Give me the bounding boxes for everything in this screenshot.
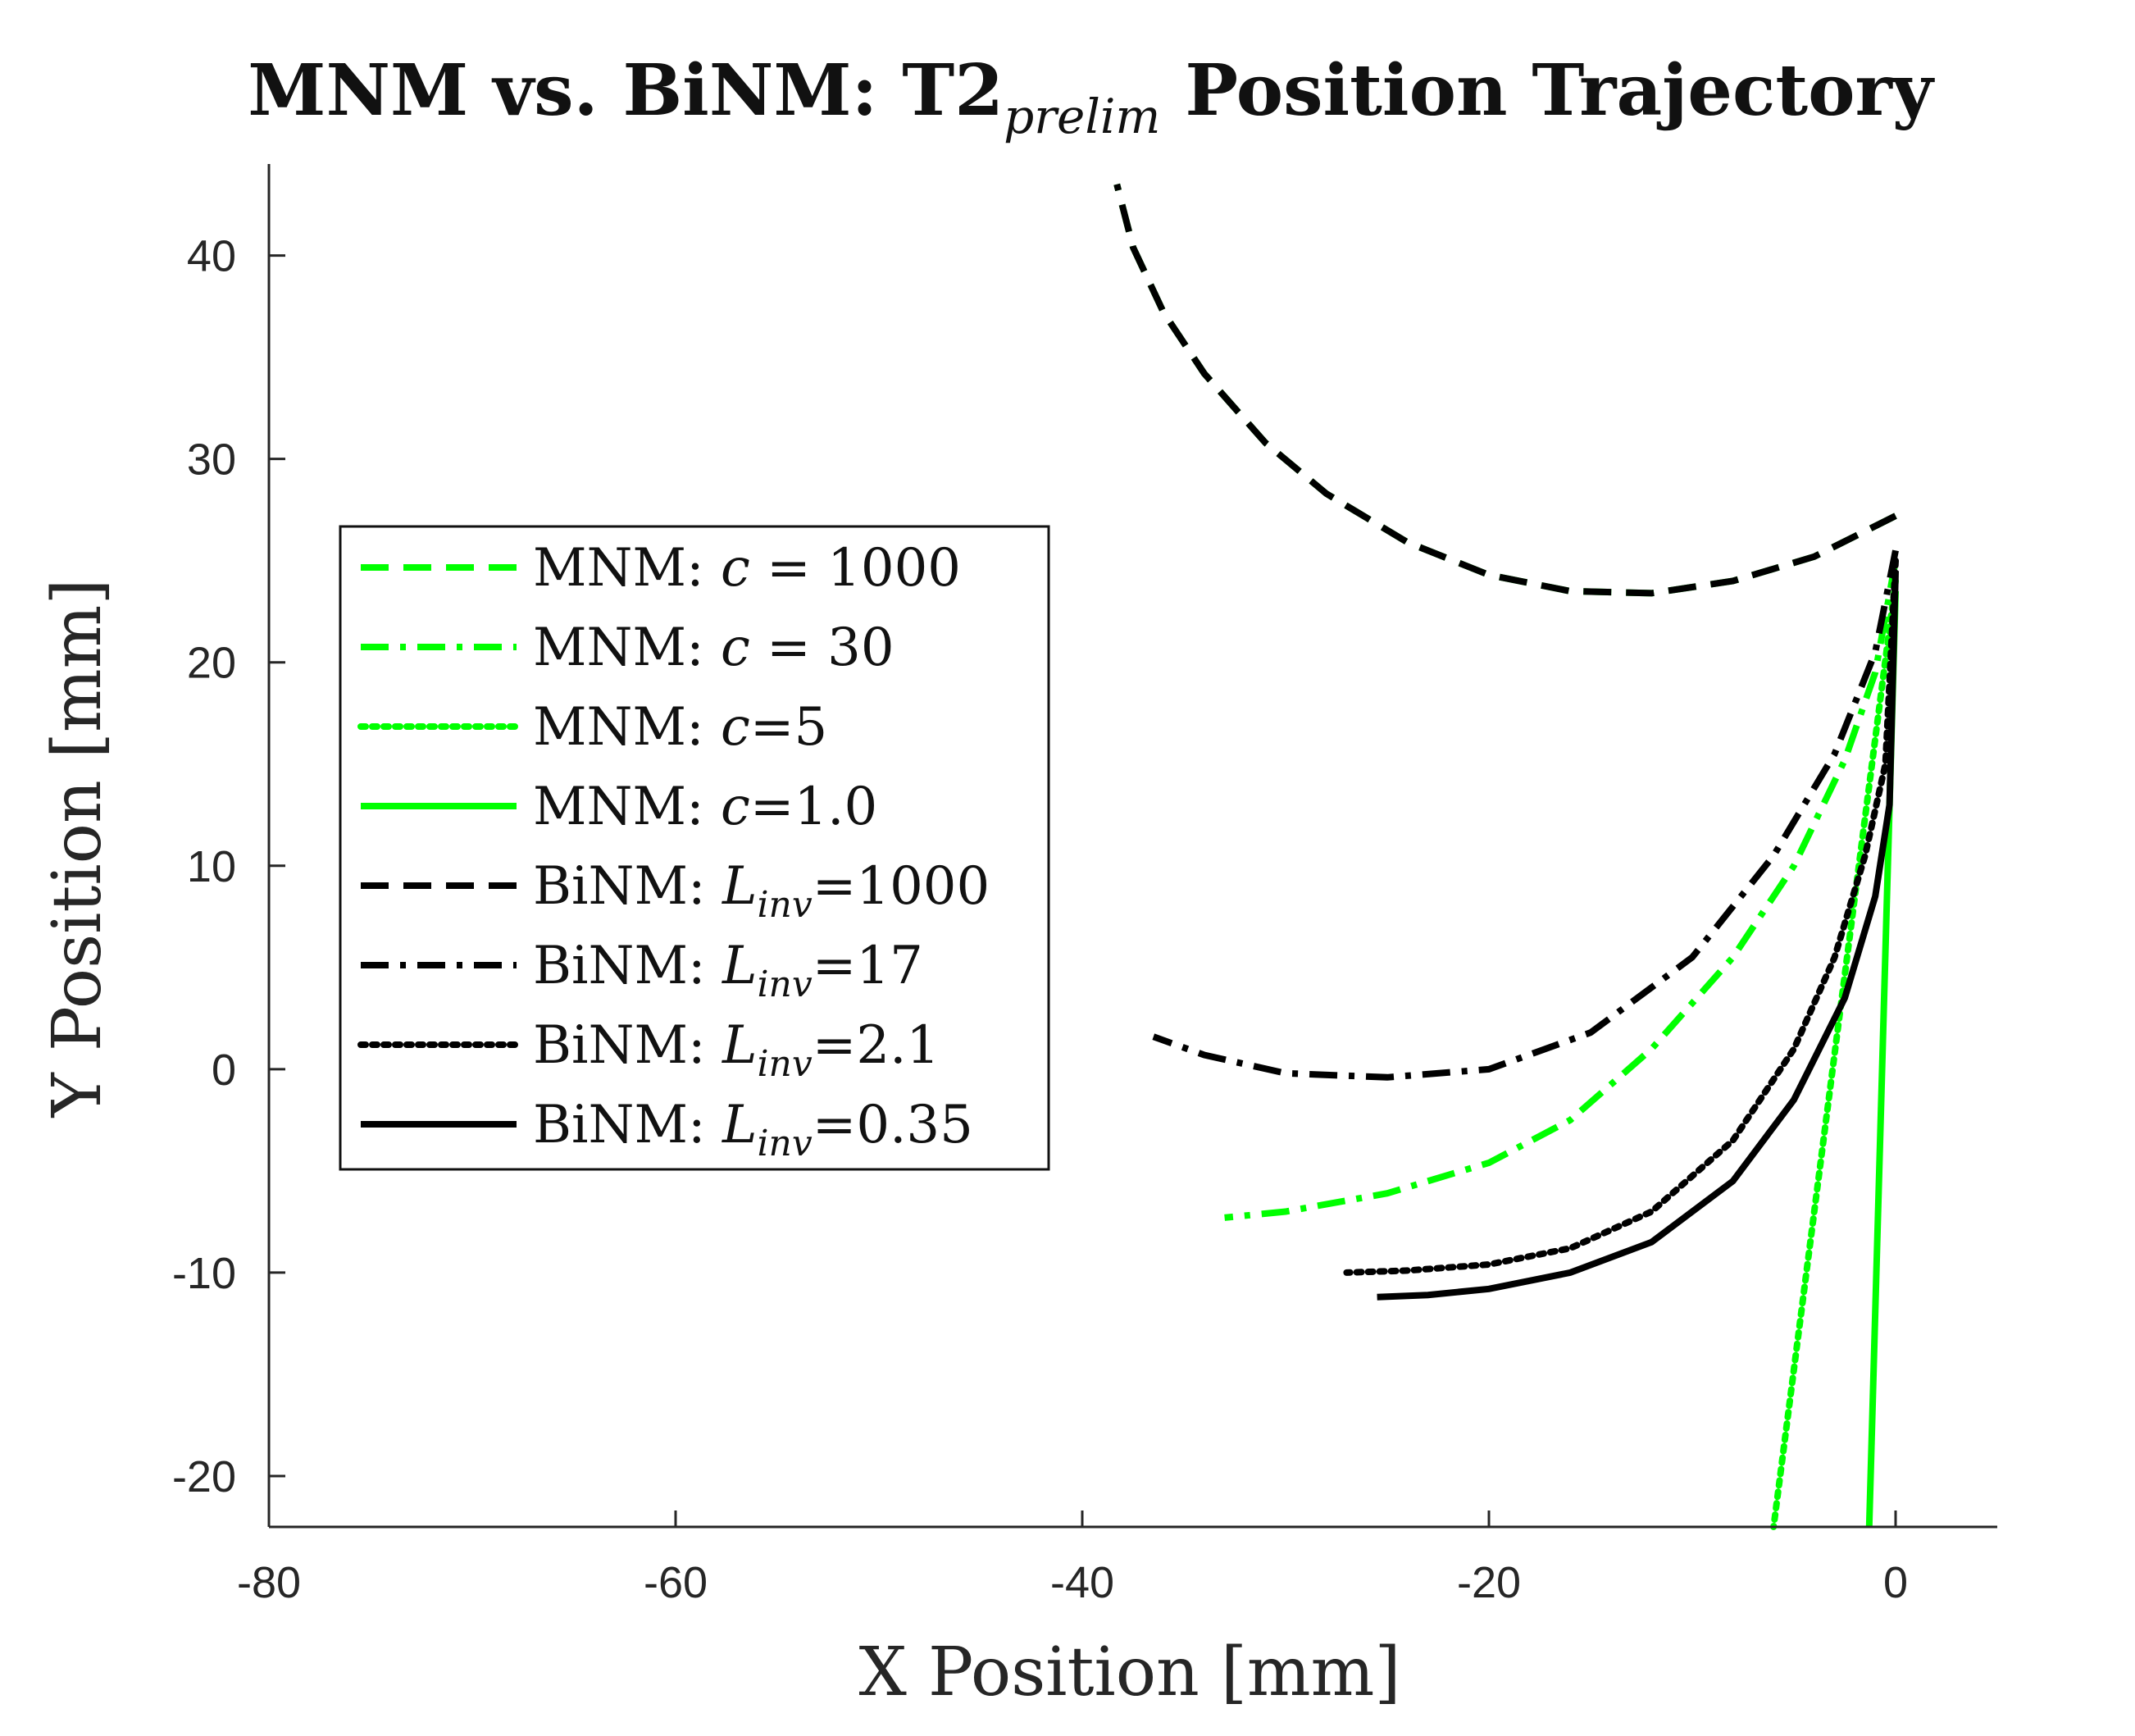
legend-label-var: L [722,1095,758,1155]
x-tick-label: -40 [1050,1558,1114,1607]
legend-label-var: c [721,538,750,599]
x-tick-label: -60 [644,1558,708,1607]
y-axis-label: Y Position [mm] [39,579,116,1119]
legend-label-var: L [722,856,758,917]
y-tick-label: 20 [187,639,236,688]
legend-label-suffix: =2.1 [813,1015,940,1076]
chart-title-subscript: prelim [1004,89,1160,144]
legend-label-prefix: MNM: [533,617,721,678]
y-tick-label: 40 [187,232,236,281]
x-ticks: -80 -60 -40 -20 0 [237,1510,1908,1607]
y-tick-label: -10 [172,1249,236,1298]
x-tick-label: 0 [1883,1558,1908,1607]
chart-title-main: MNM vs. BiNM: T2 [248,49,1004,132]
legend-label-3: MNM: c=5 [533,697,827,758]
series-line-5 [1113,183,1897,597]
legend-label-suffix: =5 [750,697,827,758]
legend-label-suffix: =17 [813,936,923,996]
legend-label-var: c [721,777,750,837]
legend-label-4: MNM: c=1.0 [533,777,877,837]
legend-label-6: BiNM: Linv=17 [533,936,923,1005]
legend-label-var: c [721,697,750,758]
legend-label-var: c [721,617,750,678]
y-tick-label: -20 [172,1452,236,1501]
axes [267,164,1997,1529]
x-axis-label: X Position [mm] [859,1633,1401,1711]
chart-title-suffix: Position Trajectory [1160,49,1935,132]
series-line-3 [1770,577,1899,1530]
legend-label-sub: inv [757,964,812,1005]
legend-label-suffix: =0.35 [813,1095,973,1155]
legend-label-prefix: BiNM: [533,1015,722,1076]
x-tick-label: -20 [1457,1558,1521,1607]
legend-label-prefix: MNM: [533,777,721,837]
legend-label-5: BiNM: Linv=1000 [533,856,990,926]
legend-label-var: L [722,936,758,996]
legend-label-suffix: =1.0 [750,777,877,837]
series-line-2 [1224,559,1899,1221]
legend-label-sub: inv [757,1123,812,1164]
legend-label-sub: inv [757,884,812,926]
legend-label-var: L [722,1015,758,1076]
legend-label-prefix: BiNM: [533,856,722,917]
chart-title: MNM vs. BiNM: T2prelim Position Trajecto… [248,49,1936,144]
series-line-7 [1343,557,1899,1276]
legend-label-prefix: BiNM: [533,936,722,996]
legend-label-prefix: BiNM: [533,1095,722,1155]
legend-box [339,525,1050,1171]
legend-label-suffix: = 1000 [750,538,961,599]
legend-label-7: BiNM: Linv=2.1 [533,1015,940,1085]
series-line-8 [1377,570,1899,1301]
y-tick-label: 10 [187,842,236,891]
y-tick-label: 0 [212,1046,236,1095]
series-group [1113,183,1899,1530]
x-tick-label: -80 [237,1558,301,1607]
series-line-6 [1152,549,1899,1081]
legend-label-2: MNM: c = 30 [533,617,895,678]
legend-label-1: MNM: c = 1000 [533,538,961,599]
legend-label-sub: inv [757,1043,812,1085]
legend-label-prefix: MNM: [533,538,721,599]
y-ticks: -20 -10 0 10 20 30 40 [172,232,285,1501]
legend-label-8: BiNM: Linv=0.35 [533,1095,973,1164]
legend-label-suffix: = 30 [750,617,895,678]
legend-label-prefix: MNM: [533,697,721,758]
legend-label-suffix: =1000 [813,856,990,917]
y-tick-label: 30 [187,435,236,485]
